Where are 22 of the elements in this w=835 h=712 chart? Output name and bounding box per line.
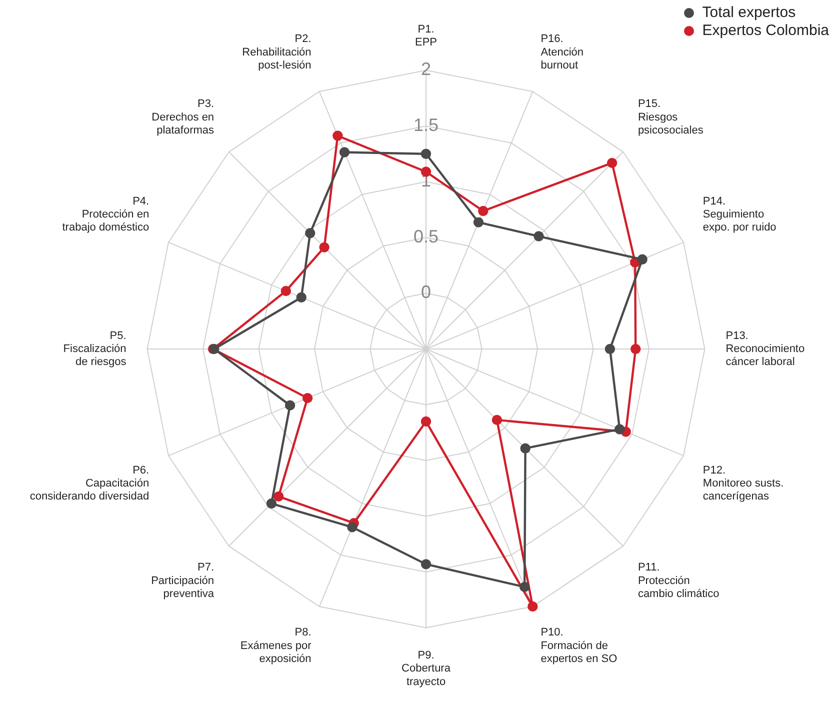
spoke-label: P15. Riesgos psicosociales [638,98,704,136]
spoke-label: P4. Protección en trabajo doméstico [62,195,150,234]
spoke-label: P2. Rehabilitación post-lesión [242,33,312,72]
spoke-label: P11. Protección cambio climático [638,562,720,600]
spoke-label: P3. Derechos en plataformas [152,98,215,136]
y-tick-label: 0.5 [413,226,439,246]
spoke-label: P6. Capacitación considerando diversidad [30,464,150,503]
spoke-label: P8. Exámenes por exposición [240,626,312,665]
spoke-label: P14. Seguimiento expo. por ruido [702,195,776,234]
spoke-label: P13. Reconocimiento cáncer laboral [726,330,805,368]
spoke-label: P12. Monitoreo susts. cancerígenas [702,464,784,503]
spoke-label: P5. Fiscalización de riesgos [63,330,127,368]
legend-label: Total expertos [702,4,796,22]
y-tick-label: 1.5 [413,114,439,135]
spoke-label: P10. Formación de expertos en SO [540,626,618,665]
y-tick-label: 2 [420,59,432,80]
legend-label: Expertos Colombia [702,22,829,40]
spoke-label: P1. EPP [414,23,438,49]
spoke-label: P7. Participación preventiva [151,562,215,600]
spoke-label: P9. Cobertura trayecto [402,649,452,688]
spoke-label: P16. Atención burnout [540,33,584,72]
y-tick-label: 0 [420,282,432,302]
